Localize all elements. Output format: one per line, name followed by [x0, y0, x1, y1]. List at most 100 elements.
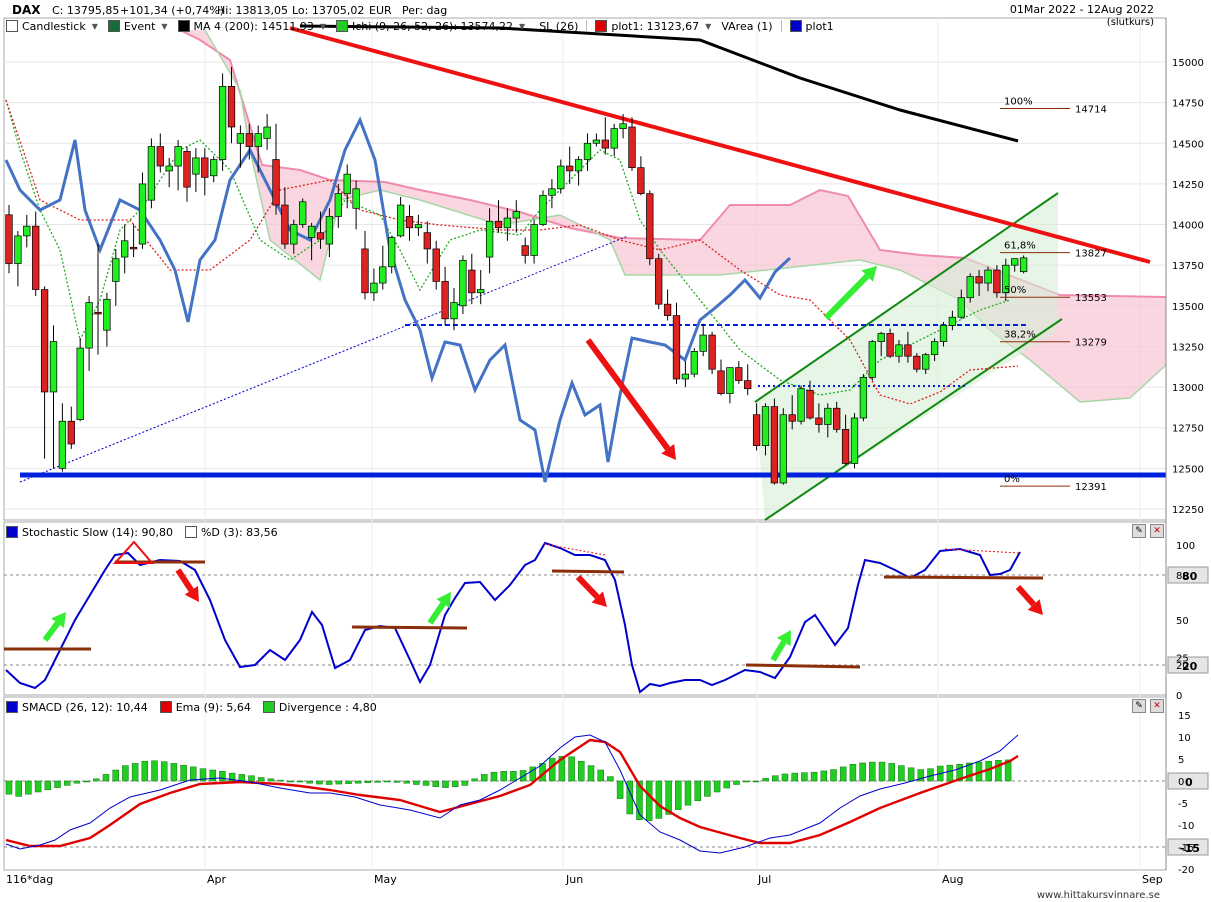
chevron-down-icon[interactable]: ▼ [705, 21, 712, 31]
candle-body [5, 214, 13, 264]
legend-divergence[interactable]: Divergence : 4,80 [278, 700, 377, 714]
legend-event[interactable]: Event [123, 19, 156, 33]
candle-body [94, 311, 102, 315]
candle-body [904, 344, 912, 357]
divergence-bar [927, 768, 934, 782]
divergence-bar [364, 780, 372, 784]
stoch-down-arrow-shaft [1015, 585, 1036, 607]
candle-body [699, 334, 707, 352]
candle-body [112, 258, 120, 282]
close-icon[interactable]: ✕ [1150, 699, 1164, 713]
legend-varea[interactable]: VArea (1) [721, 19, 773, 33]
close-icon[interactable]: ✕ [1150, 524, 1164, 538]
legend-swatch-smacd [6, 701, 18, 713]
candle-body [343, 173, 351, 195]
candle-body [396, 204, 405, 237]
candle-body [32, 225, 40, 290]
candle-body [833, 407, 841, 430]
candle-body [1019, 257, 1028, 273]
divergence-bar [413, 780, 420, 785]
candle-body [165, 165, 173, 172]
candle-body [272, 159, 280, 206]
candle-body [815, 417, 823, 425]
currency-label: EUR [369, 4, 392, 17]
divergence-bar [907, 767, 915, 782]
chevron-down-icon[interactable]: ▼ [319, 21, 326, 31]
wrench-icon[interactable]: ✎ [1132, 524, 1146, 538]
price-tick-label: 12750 [1172, 424, 1204, 435]
legend-smacd[interactable]: SMACD (26, 12): 10,44 [22, 700, 148, 714]
legend-candlestick[interactable]: Candlestick [22, 19, 86, 33]
month-may: May [374, 873, 397, 886]
stoch-up-arrow-shaft [770, 640, 787, 662]
macd-level-box [1167, 838, 1209, 856]
divergence-bar [995, 760, 1002, 782]
candle-body [450, 302, 458, 320]
legend-ichi[interactable]: Ichi (9, 26, 52, 26): 13574,22 [351, 19, 514, 33]
candle-body [325, 216, 334, 245]
chevron-down-icon[interactable]: ▼ [519, 21, 526, 31]
divergence-bar [616, 780, 624, 799]
candle-body [744, 380, 752, 390]
legend-sl[interactable]: SL (26) [539, 19, 579, 33]
divergence-bar [510, 771, 517, 782]
divergence-bar [63, 780, 71, 786]
divergence-bar [151, 760, 158, 782]
divergence-bar [490, 771, 498, 782]
candle-body [370, 282, 378, 294]
candle-body [138, 183, 147, 245]
divergence-bar [859, 762, 866, 782]
stoch-tick-label: 100 [1176, 541, 1195, 552]
candle-body [316, 232, 325, 240]
candle-body [58, 420, 67, 469]
stoch-tick-label: 80 [1176, 571, 1189, 582]
chevron-down-icon[interactable]: ▼ [91, 21, 98, 31]
stoch-down-arrow-shaft [175, 568, 194, 592]
divergence-bar [296, 780, 304, 783]
fib-percent-label: 38,2% [1004, 330, 1036, 341]
divergence-bar [325, 780, 333, 785]
stoch-down-arrow-head [1027, 599, 1043, 615]
macd-series: 0 -15 [4, 734, 1209, 856]
legend-ema[interactable]: Ema (9): 5,64 [175, 700, 251, 714]
candle-body [85, 302, 93, 349]
candle-body [548, 188, 556, 196]
legend-swatch-ichi [335, 20, 348, 32]
stochastic-panel [3, 521, 1167, 696]
candle-body [806, 389, 814, 419]
candle-body [23, 225, 31, 237]
legend-stoch[interactable]: Stochastic Slow (14): 90,80 [22, 525, 173, 539]
legend-plot1-red[interactable]: plot1: 13123,67 [611, 19, 700, 33]
divergence-bar [966, 762, 973, 782]
stoch-level-marker [745, 663, 861, 669]
price-tick-label: 12500 [1172, 464, 1204, 475]
candle-body [913, 355, 921, 370]
candle-body [477, 289, 485, 294]
price-tick-label: 12250 [1172, 505, 1204, 516]
divergence-bar [762, 778, 769, 782]
candle-body [672, 315, 681, 380]
price-tick-label: 13250 [1172, 342, 1204, 353]
divergence-bar [316, 780, 323, 785]
month-sep: Sep [1142, 873, 1163, 886]
divergence-bar [956, 764, 963, 782]
separator [780, 20, 782, 32]
candle-body [103, 298, 111, 331]
stochastic-legend: Stochastic Slow (14): 90,80 %D (3): 83,5… [6, 524, 278, 540]
wrench-icon[interactable]: ✎ [1132, 699, 1146, 713]
divergence-bar [422, 780, 430, 786]
website-url[interactable]: www.hittakursvinnare.se [1036, 890, 1160, 901]
chevron-down-icon[interactable]: ▼ [161, 21, 168, 31]
legend-d[interactable]: %D (3): 83,56 [200, 525, 278, 539]
divergence-bar [878, 761, 886, 782]
date-range: 01Mar 2022 - 12Aug 2022 [1009, 3, 1154, 16]
legend-plot1-blue[interactable]: plot1 [805, 19, 834, 33]
candlestick-series [5, 66, 1028, 485]
legend-ma[interactable]: MA 4 (200): 14511,93 [193, 19, 314, 33]
divergence-bar [93, 778, 100, 782]
stoch-down-arrow-shaft [575, 574, 600, 600]
candle-body [557, 165, 565, 190]
macd-level-label: -15 [1180, 842, 1200, 855]
divergence-bar [723, 780, 731, 789]
candle-body [263, 126, 271, 139]
